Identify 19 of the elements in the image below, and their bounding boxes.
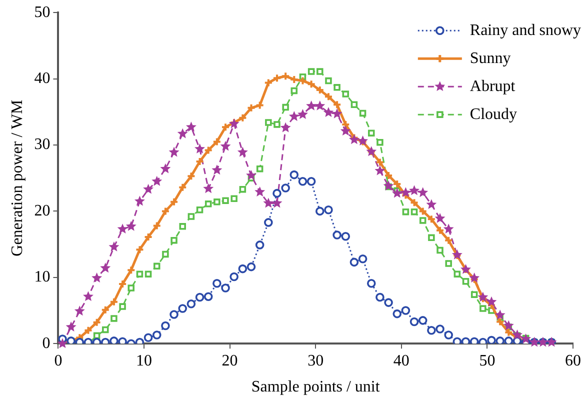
y-axis-title: Generation power / WM — [8, 100, 26, 256]
y-tick-label: 30 — [34, 136, 50, 154]
x-tick-label: 30 — [308, 352, 324, 370]
x-tick-label: 60 — [565, 352, 581, 370]
legend-label: Cloudy — [470, 106, 518, 123]
legend-label: Rainy and snowy — [470, 22, 582, 39]
y-tick-label: 40 — [34, 70, 50, 88]
x-tick-label: 50 — [479, 352, 496, 370]
legend-label: Sunny — [470, 50, 511, 67]
x-tick-label: 20 — [222, 352, 238, 370]
legend-label: Abrupt — [470, 78, 516, 95]
x-axis-title: Sample points / unit — [251, 378, 380, 396]
y-tick-label: 10 — [34, 268, 50, 286]
x-tick-label: 0 — [54, 352, 62, 370]
y-tick-label: 0 — [42, 334, 50, 352]
y-tick-label: 20 — [34, 202, 50, 220]
x-tick-label: 10 — [136, 352, 152, 370]
x-tick-label: 40 — [393, 352, 410, 370]
y-tick-label: 50 — [34, 4, 50, 21]
